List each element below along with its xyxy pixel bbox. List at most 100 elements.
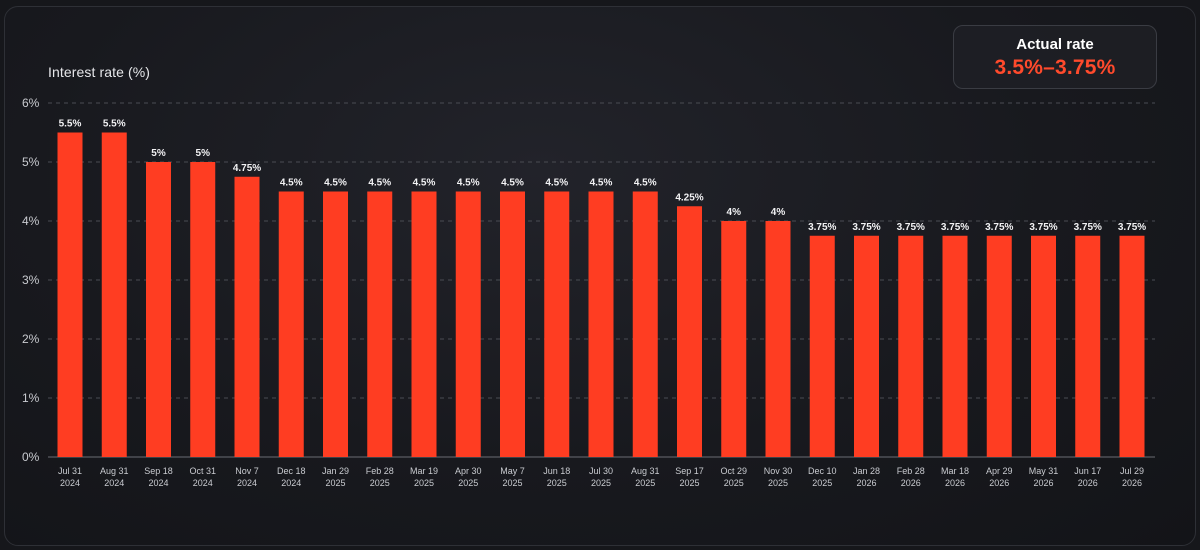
bar-value-label: 4.5% [324, 178, 347, 189]
x-tick-label: Oct 29 [720, 466, 747, 476]
x-tick-year: 2025 [547, 478, 567, 488]
x-tick-label: Dec 10 [808, 466, 837, 476]
bar-value-label: 3.75% [1029, 222, 1057, 233]
bar [234, 176, 260, 457]
x-tick-year: 2026 [1122, 478, 1142, 488]
bar [677, 206, 702, 457]
bar [898, 235, 924, 457]
bar-value-label: 5.5% [59, 119, 82, 130]
bar-value-label: 3.75% [1118, 222, 1146, 233]
x-tick-year: 2025 [812, 478, 832, 488]
bar [1031, 235, 1056, 457]
x-tick-label: Aug 31 [631, 466, 660, 476]
x-tick-label: Jul 30 [589, 466, 613, 476]
x-tick-label: Jan 29 [322, 466, 349, 476]
x-tick-year: 2025 [724, 478, 744, 488]
x-tick-label: Nov 7 [235, 466, 259, 476]
bar [544, 191, 570, 457]
x-tick-year: 2025 [635, 478, 655, 488]
x-tick-year: 2024 [60, 478, 80, 488]
bar [367, 191, 393, 457]
x-tick-year: 2024 [104, 478, 124, 488]
bar [146, 162, 171, 457]
y-tick-label: 5% [22, 155, 40, 169]
bar [57, 132, 83, 457]
bar-value-label: 4.75% [233, 163, 261, 174]
actual-rate-value: 3.5%–3.75% [994, 56, 1116, 79]
bar [1075, 235, 1101, 457]
x-tick-year: 2025 [502, 478, 522, 488]
bar-value-label: 3.75% [1074, 222, 1102, 233]
bar [455, 191, 481, 457]
x-tick-label: Jan 28 [853, 466, 880, 476]
x-tick-label: May 7 [500, 466, 525, 476]
bar [765, 221, 791, 457]
bar-value-label: 3.75% [852, 222, 880, 233]
x-tick-label: Feb 28 [897, 466, 925, 476]
x-tick-year: 2024 [148, 478, 168, 488]
x-tick-label: Jun 18 [543, 466, 570, 476]
bar [500, 191, 525, 457]
bar [278, 191, 304, 457]
bar [809, 235, 835, 457]
x-tick-year: 2026 [945, 478, 965, 488]
y-tick-label: 3% [22, 273, 40, 287]
y-tick-label: 4% [22, 214, 40, 228]
bar [854, 235, 879, 457]
x-tick-year: 2025 [768, 478, 788, 488]
y-axis-title: Interest rate (%) [48, 64, 151, 80]
x-tick-label: Apr 30 [455, 466, 482, 476]
x-tick-year: 2024 [237, 478, 257, 488]
bar-value-label: 4.5% [590, 178, 613, 189]
x-tick-year: 2025 [325, 478, 345, 488]
bar-value-label: 4.5% [545, 178, 568, 189]
x-tick-year: 2024 [193, 478, 213, 488]
actual-rate-label: Actual rate [1016, 36, 1094, 53]
x-tick-label: Jul 31 [58, 466, 82, 476]
bar-value-label: 5% [196, 148, 211, 159]
bar-value-label: 5% [151, 148, 166, 159]
bar [721, 221, 747, 457]
x-tick-label: Sep 18 [144, 466, 173, 476]
x-tick-year: 2024 [281, 478, 301, 488]
bar-value-label: 4.5% [413, 178, 436, 189]
x-tick-label: Mar 18 [941, 466, 969, 476]
x-tick-label: Feb 28 [366, 466, 394, 476]
x-tick-year: 2025 [679, 478, 699, 488]
x-tick-year: 2026 [1078, 478, 1098, 488]
bar-value-label: 4.25% [675, 192, 703, 203]
bar [588, 191, 614, 457]
bar [1119, 235, 1145, 457]
x-tick-label: Dec 18 [277, 466, 306, 476]
x-tick-label: May 31 [1029, 466, 1059, 476]
y-tick-label: 6% [22, 96, 40, 110]
x-tick-year: 2025 [458, 478, 478, 488]
bar-value-label: 5.5% [103, 119, 126, 130]
bar-value-label: 4.5% [368, 178, 391, 189]
y-tick-label: 1% [22, 391, 40, 405]
x-tick-label: Apr 29 [986, 466, 1013, 476]
x-tick-year: 2025 [414, 478, 434, 488]
x-tick-year: 2026 [989, 478, 1009, 488]
x-tick-year: 2025 [591, 478, 611, 488]
x-tick-label: Mar 19 [410, 466, 438, 476]
x-tick-year: 2026 [1033, 478, 1053, 488]
y-tick-label: 2% [22, 332, 40, 346]
bar [190, 162, 216, 457]
bar [986, 235, 1012, 457]
x-tick-year: 2026 [901, 478, 921, 488]
bar-value-label: 4% [727, 207, 742, 218]
y-tick-label: 0% [22, 450, 40, 464]
bar [101, 132, 127, 457]
bar-value-label: 4.5% [501, 178, 524, 189]
bar [942, 235, 968, 457]
x-tick-label: Oct 31 [189, 466, 216, 476]
bar [323, 191, 348, 457]
x-tick-label: Sep 17 [675, 466, 704, 476]
bar [411, 191, 437, 457]
x-tick-label: Jun 17 [1074, 466, 1101, 476]
x-tick-year: 2025 [370, 478, 390, 488]
bar-value-label: 3.75% [808, 222, 836, 233]
actual-rate-card: Actual rate 3.5%–3.75% [953, 25, 1157, 89]
